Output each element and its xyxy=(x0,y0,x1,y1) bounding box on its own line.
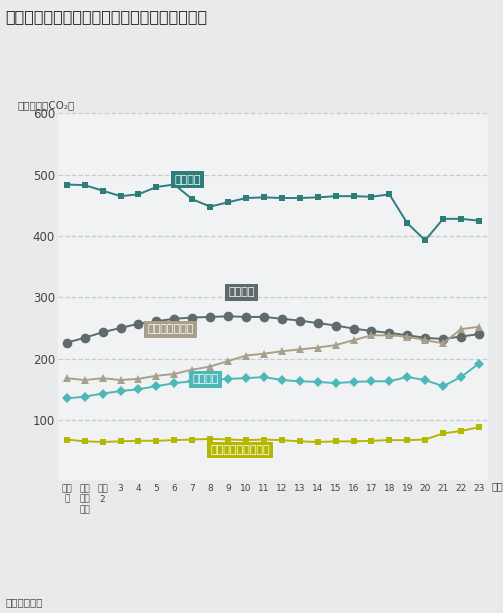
Text: 10: 10 xyxy=(240,484,252,493)
Text: 資料：環境省: 資料：環境省 xyxy=(5,597,43,607)
Text: 13: 13 xyxy=(294,484,305,493)
Text: 12: 12 xyxy=(276,484,288,493)
Text: 6: 6 xyxy=(172,484,177,493)
Text: 業務その他部門: 業務その他部門 xyxy=(147,324,194,334)
Text: 基準
年: 基準 年 xyxy=(61,484,72,504)
Text: 平成
2: 平成 2 xyxy=(97,484,108,504)
Text: 14: 14 xyxy=(312,484,323,493)
Text: 京都
議定
書の: 京都 議定 書の xyxy=(79,484,90,514)
Text: 5: 5 xyxy=(153,484,159,493)
Text: 8: 8 xyxy=(207,484,213,493)
Text: （百万トンCO₂）: （百万トンCO₂） xyxy=(18,101,75,110)
Text: 運輸部門: 運輸部門 xyxy=(228,287,255,297)
Text: 20: 20 xyxy=(420,484,431,493)
Text: 9: 9 xyxy=(225,484,231,493)
Text: 17: 17 xyxy=(366,484,377,493)
Text: （年度）: （年度） xyxy=(491,481,503,491)
Text: 4: 4 xyxy=(136,484,141,493)
Text: 産業部門: 産業部門 xyxy=(175,175,201,185)
Text: 家庭部門: 家庭部門 xyxy=(192,375,219,384)
Text: 22: 22 xyxy=(455,484,467,493)
Text: 15: 15 xyxy=(330,484,342,493)
Text: 21: 21 xyxy=(438,484,449,493)
Text: 部門別エネルギー起源二酸化炭素排出量の推移: 部門別エネルギー起源二酸化炭素排出量の推移 xyxy=(5,9,207,24)
Text: 16: 16 xyxy=(348,484,359,493)
Text: エネルギー転換部門: エネルギー転換部門 xyxy=(210,445,270,455)
Text: 11: 11 xyxy=(258,484,270,493)
Text: 23: 23 xyxy=(473,484,484,493)
Text: 7: 7 xyxy=(189,484,195,493)
Text: 18: 18 xyxy=(384,484,395,493)
Text: 3: 3 xyxy=(118,484,123,493)
Text: 19: 19 xyxy=(401,484,413,493)
